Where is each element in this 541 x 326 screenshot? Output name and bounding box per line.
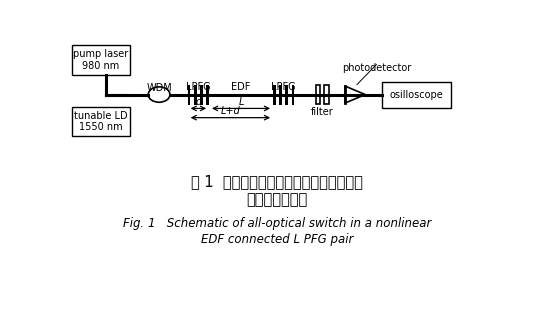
Bar: [71, 107, 130, 136]
Text: filter: filter: [311, 107, 334, 117]
Bar: [286, 84, 288, 105]
Polygon shape: [345, 86, 365, 103]
Text: Fig. 1   Schematic of all-optical switch in a nonlinear: Fig. 1 Schematic of all-optical switch i…: [123, 217, 432, 230]
Text: EDF connected L PFG pair: EDF connected L PFG pair: [201, 233, 353, 246]
Bar: [279, 84, 282, 105]
Bar: [188, 84, 190, 105]
Bar: [315, 85, 320, 104]
Text: LPFG: LPFG: [186, 82, 210, 92]
Text: osilloscope: osilloscope: [390, 90, 443, 100]
Bar: [324, 85, 329, 104]
Text: L: L: [239, 97, 243, 107]
Text: LPFG: LPFG: [272, 82, 296, 92]
Text: photodetector: photodetector: [342, 63, 411, 73]
Bar: [292, 84, 294, 105]
Text: WDM: WDM: [146, 83, 172, 93]
Text: pump laser
980 nm: pump laser 980 nm: [73, 49, 128, 71]
Bar: [381, 82, 451, 108]
Text: 图 1  非线性掺铒光纤连接的长周期光栅对: 图 1 非线性掺铒光纤连接的长周期光栅对: [192, 174, 363, 189]
Text: d: d: [195, 97, 202, 107]
Text: 全光开关原理图: 全光开关原理图: [247, 192, 308, 207]
Text: L+d: L+d: [221, 106, 240, 116]
Bar: [273, 84, 276, 105]
Bar: [200, 84, 203, 105]
Bar: [71, 45, 130, 75]
Bar: [194, 84, 197, 105]
Ellipse shape: [148, 87, 170, 102]
Text: EDF: EDF: [232, 82, 250, 92]
Bar: [206, 84, 209, 105]
Text: tunable LD
1550 nm: tunable LD 1550 nm: [74, 111, 127, 132]
